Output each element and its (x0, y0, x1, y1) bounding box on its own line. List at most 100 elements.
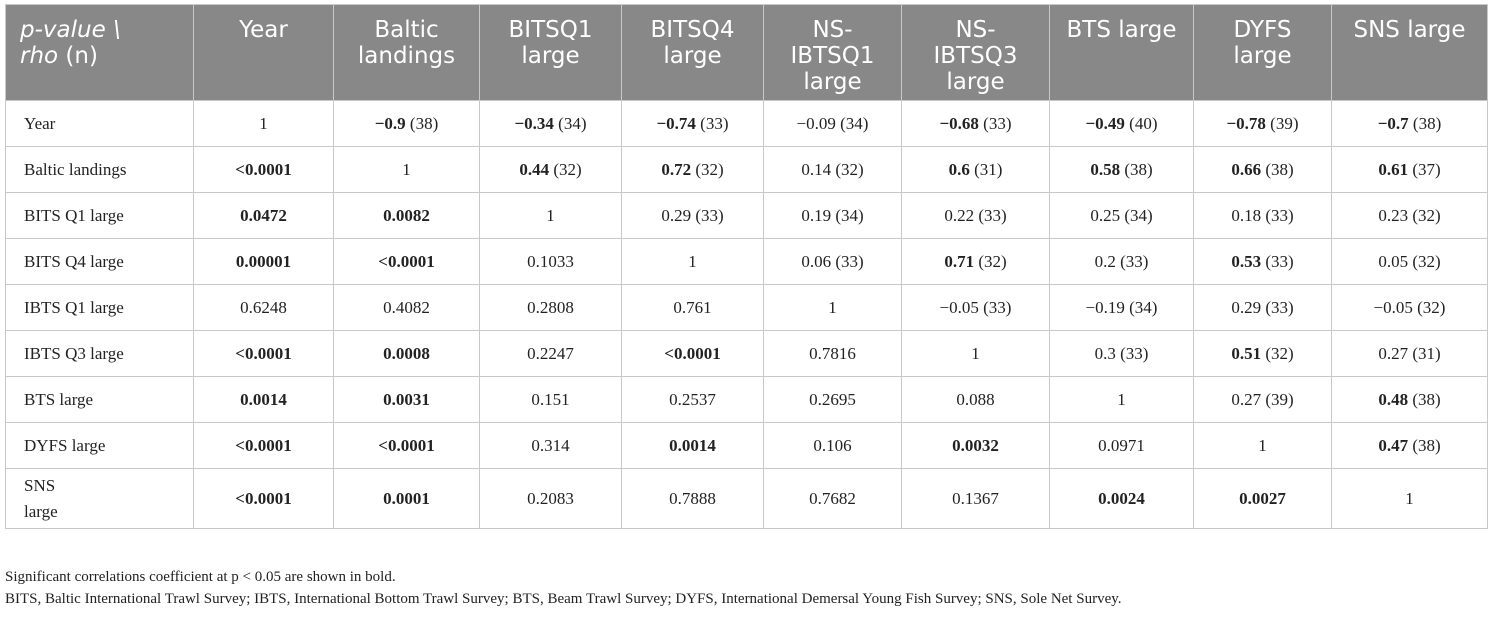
cell-value: 0.72 (661, 159, 692, 179)
table-row: BITS Q1 large 0.0472 0.0082 1 0.29 (33) 0.19 … (5, 192, 1488, 239)
cell-value: 0.06 (801, 251, 832, 271)
cell-value: −0.19 (1085, 297, 1125, 317)
cell-sample-size: (34) (1120, 205, 1153, 225)
cell-value: 1 (828, 297, 837, 317)
table-cell: 0.0008 (333, 330, 480, 377)
cell-value: <0.0001 (235, 488, 292, 508)
table-cell: 0.27 (39) (1193, 376, 1332, 423)
row-header: BITS Q1 large (5, 192, 194, 239)
cell-value: 0.0472 (240, 205, 287, 225)
cell-sample-size: (32) (1412, 297, 1446, 317)
cell-value: 0.27 (1231, 389, 1262, 409)
table-cell: 0.22 (33) (901, 192, 1050, 239)
cell-value: 0.29 (1231, 297, 1262, 317)
cell-value: 0.0032 (952, 435, 999, 455)
cell-sample-size: (34) (1124, 297, 1158, 317)
cell-value: 0.1367 (952, 488, 999, 508)
cell-value: 0.23 (1378, 205, 1409, 225)
cell-value: 0.0001 (383, 488, 430, 508)
cell-value: −0.68 (939, 113, 979, 133)
table-cell: 1 (763, 284, 902, 331)
cell-sample-size: (33) (978, 297, 1012, 317)
table-cell: 0.18 (33) (1193, 192, 1332, 239)
cell-sample-size: (34) (831, 205, 864, 225)
cell-value: 0.4082 (383, 297, 430, 317)
table-cell: 0.2537 (621, 376, 764, 423)
table-cell: 0.0027 (1193, 468, 1332, 529)
table-cell: 0.106 (763, 422, 902, 469)
table-cell: 0.71 (32) (901, 238, 1050, 285)
cell-value: 0.3 (1094, 343, 1116, 363)
table-cell: 0.0014 (621, 422, 764, 469)
cell-value: 0.66 (1231, 159, 1262, 179)
row-header-line: large (24, 501, 58, 521)
cell-value: 1 (402, 159, 411, 179)
table-cell: <0.0001 (621, 330, 764, 377)
cell-sample-size: (33) (695, 113, 729, 133)
table-cell: 0.00001 (193, 238, 334, 285)
cell-value: 0.0027 (1239, 488, 1286, 508)
cell-value: 0.2247 (527, 343, 574, 363)
table-cell: 1 (1193, 422, 1332, 469)
cell-sample-size: (32) (831, 159, 864, 179)
cell-value: −0.49 (1085, 113, 1125, 133)
table-cell: 1 (1049, 376, 1194, 423)
table-cell: 0.27 (31) (1331, 330, 1488, 377)
cell-sample-size: (32) (974, 251, 1007, 271)
cell-value: 0.14 (801, 159, 832, 179)
table-cell: 0.0024 (1049, 468, 1194, 529)
cell-sample-size: (31) (969, 159, 1003, 179)
cell-value: −0.78 (1226, 113, 1266, 133)
table-cell: 0.0001 (333, 468, 480, 529)
table-cell: −0.9 (38) (333, 100, 480, 147)
row-header: Year (5, 100, 194, 147)
cell-value: <0.0001 (235, 343, 292, 363)
cell-sample-size: (39) (1261, 389, 1294, 409)
table-cell: −0.34 (34) (479, 100, 622, 147)
cell-value: 0.71 (944, 251, 975, 271)
table-cell: 0.25 (34) (1049, 192, 1194, 239)
cell-value: 0.088 (956, 389, 995, 409)
cell-sample-size: (32) (549, 159, 582, 179)
cell-sample-size: (34) (835, 113, 869, 133)
cell-value: 0.0971 (1098, 435, 1145, 455)
cell-value: 1 (546, 205, 555, 225)
table-cell: 0.1033 (479, 238, 622, 285)
cell-sample-size: (33) (978, 113, 1012, 133)
cell-value: 0.29 (661, 205, 692, 225)
row-header: Baltic landings (5, 146, 194, 193)
cell-value: −0.34 (514, 113, 554, 133)
cell-value: 0.51 (1231, 343, 1262, 363)
cell-value: <0.0001 (664, 343, 721, 363)
cell-value: 0.25 (1090, 205, 1121, 225)
cell-value: 0.7816 (809, 343, 856, 363)
cell-value: −0.7 (1377, 113, 1409, 133)
cell-value: 0.1033 (527, 251, 574, 271)
column-header: NS-IBTSQ3 large (901, 4, 1050, 101)
table-cell: <0.0001 (193, 146, 334, 193)
cell-value: <0.0001 (378, 435, 435, 455)
header-row: p-value \ rho (n) Year Baltic landings BIT… (5, 4, 1488, 101)
table-cell: −0.68 (33) (901, 100, 1050, 147)
cell-value: 0.47 (1378, 435, 1409, 455)
cell-value: 0.2083 (527, 488, 574, 508)
table-cell: 0.6248 (193, 284, 334, 331)
cell-value: 0.0014 (669, 435, 716, 455)
column-header: Year (193, 4, 334, 101)
footnote-abbreviations: BITS, Baltic International Trawl Survey;… (5, 591, 1122, 607)
table-cell: 0.7888 (621, 468, 764, 529)
table-cell: 0.51 (32) (1193, 330, 1332, 377)
cell-value: 0.761 (673, 297, 712, 317)
table-cell: 0.088 (901, 376, 1050, 423)
cell-value: 0.27 (1378, 343, 1409, 363)
column-header: BITSQ1 large (479, 4, 622, 101)
row-header: BTS large (5, 376, 194, 423)
cell-sample-size: (33) (1261, 297, 1294, 317)
cell-value: <0.0001 (235, 435, 292, 455)
cell-value: −0.05 (939, 297, 979, 317)
table-cell: −0.7 (38) (1331, 100, 1488, 147)
cell-sample-size: (38) (1408, 389, 1441, 409)
row-header: DYFS large (5, 422, 194, 469)
cell-value: 0.0014 (240, 389, 287, 409)
table-cell: −0.09 (34) (763, 100, 902, 147)
